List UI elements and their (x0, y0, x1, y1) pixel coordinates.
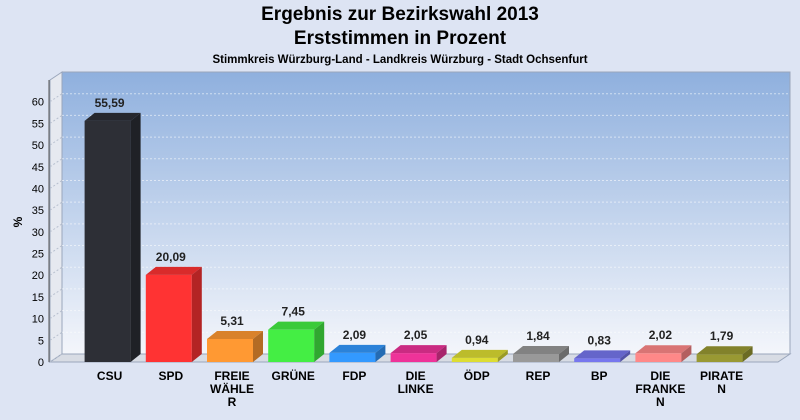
bar-front (696, 354, 743, 362)
bar-side (559, 346, 569, 362)
data-label: 7,45 (282, 305, 306, 319)
bar-top (390, 345, 447, 354)
gridline-side (49, 288, 63, 298)
bar-side (681, 345, 692, 362)
x-tick-label: ÖDP (463, 369, 490, 383)
gridline-side (49, 331, 63, 341)
bar-top (207, 330, 263, 339)
bar-top (268, 321, 325, 330)
bar-top (574, 350, 631, 359)
bar-front (145, 274, 192, 362)
bar-side (497, 349, 508, 362)
bar-side (253, 330, 263, 362)
data-label: 1,79 (710, 329, 734, 343)
y-tick-label: 60 (32, 97, 44, 109)
bar-top (84, 112, 141, 121)
x-tick-label: PIRATE N (700, 369, 744, 396)
y-tick-label: 5 (38, 335, 44, 347)
data-label: 0,94 (465, 333, 489, 347)
data-label: 55,59 (95, 96, 125, 110)
x-tick-label: DIE FRANKE N (635, 369, 686, 409)
y-tick-label: 50 (32, 140, 44, 152)
chart-title: Ergebnis zur Bezirkswahl 2013 (261, 4, 539, 25)
bar-front (635, 353, 682, 362)
gridline-side (49, 223, 63, 233)
x-tick-label: FREIE WÄHLE R (210, 369, 254, 409)
y-tick-label: 15 (32, 292, 44, 304)
bar-front (390, 353, 437, 362)
bar-top (696, 346, 753, 355)
gridline-side (49, 201, 63, 211)
y-tick-label: 10 (32, 314, 44, 326)
bar-top (145, 266, 202, 275)
bar-top (451, 349, 508, 358)
bar-top (513, 346, 569, 355)
data-label: 0,83 (588, 333, 612, 347)
gridline-side (49, 245, 63, 254)
gridline-side (49, 93, 63, 103)
gridline-side (49, 310, 63, 320)
y-tick-label: 40 (32, 183, 44, 195)
y-tick-label: 55 (32, 118, 44, 130)
x-tick-label: SPD (158, 369, 184, 383)
data-label: 1,84 (526, 329, 550, 343)
x-tick-label: BP (590, 369, 608, 383)
x-tick-label: REP (525, 369, 551, 383)
bar-front (574, 358, 621, 362)
bar-front (84, 120, 131, 362)
gridline-side (49, 136, 63, 146)
y-tick-label: 25 (32, 249, 44, 261)
y-tick-label: 35 (32, 205, 44, 217)
bar-side (742, 346, 753, 362)
bar-side (191, 266, 202, 362)
bar-top (329, 344, 386, 353)
data-label: 20,09 (156, 250, 186, 264)
y-tick-label: 45 (32, 162, 44, 174)
data-label: 5,31 (220, 314, 244, 328)
gridline-side (49, 353, 63, 363)
plot-side-wall (49, 71, 63, 363)
data-label: 2,09 (343, 328, 367, 342)
gridline-side (49, 158, 63, 168)
gridline-side (49, 266, 63, 276)
x-tick-label: GRÜNE (271, 369, 315, 383)
bar-top (635, 345, 692, 354)
x-tick-label: DIE LINKE (397, 369, 434, 396)
bar-side (375, 344, 386, 362)
x-tick-label: FDP (342, 369, 367, 383)
data-label: 2,02 (649, 328, 673, 342)
bar-front (268, 329, 315, 362)
bar-front (451, 357, 498, 362)
data-label: 2,05 (404, 328, 428, 342)
bar-front (329, 352, 376, 362)
gridline-side (49, 114, 63, 124)
chart-subtitle: Erststimmen in Prozent (293, 28, 507, 49)
bar-front (513, 354, 559, 362)
bar-side (314, 321, 325, 362)
gridline-side (49, 180, 63, 189)
bar-side (130, 112, 141, 362)
y-axis-label: % (11, 216, 25, 227)
y-tick-label: 20 (32, 270, 44, 282)
chart-region-subtitle: Stimmkreis Würzburg-Land - Landkreis Wür… (212, 54, 588, 66)
bar-front (207, 338, 253, 362)
bar-side (436, 345, 447, 362)
bar-side (620, 350, 631, 362)
x-tick-label: CSU (96, 369, 123, 383)
y-tick-label: 0 (38, 357, 44, 369)
y-tick-label: 30 (32, 227, 44, 239)
